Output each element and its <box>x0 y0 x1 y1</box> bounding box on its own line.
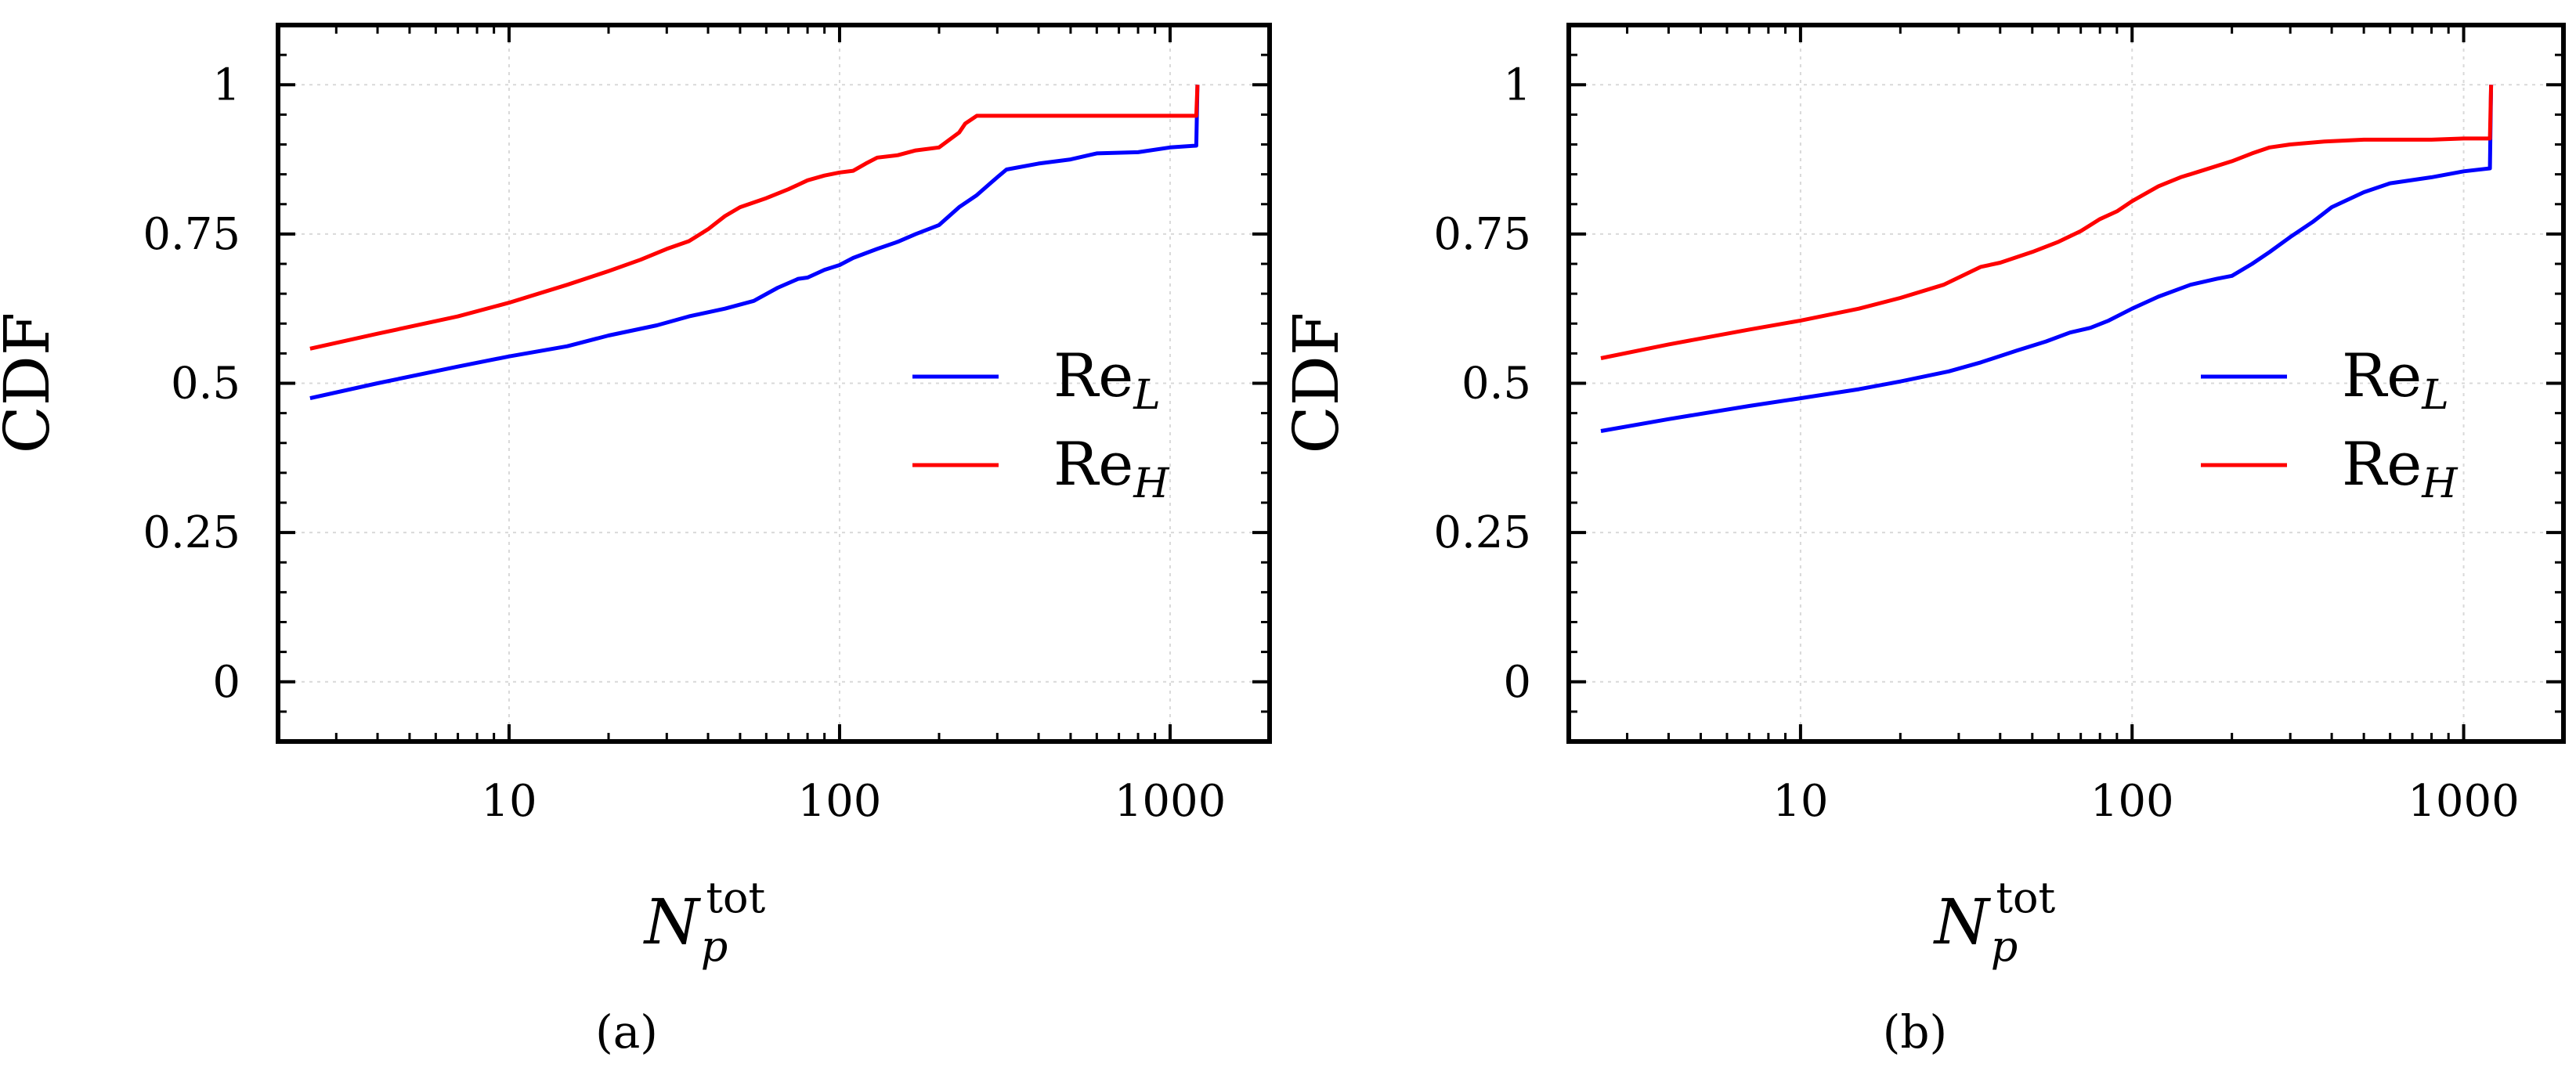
series-line-re-h <box>1600 85 2494 360</box>
x-tick-label: 100 <box>2090 776 2174 827</box>
y-tick-label: 0.75 <box>143 209 240 260</box>
x-axis-title-b-sub: p <box>1991 922 2018 971</box>
legend-b-re-h-sub: H <box>2421 460 2459 507</box>
y-axis-title-b: CDF <box>1280 312 1353 454</box>
grid-b <box>1569 25 2563 741</box>
legend-b: ReL ReH <box>2201 341 2459 507</box>
legend-a-re-h-base: Re <box>1053 429 1133 499</box>
ticks-a: 0 0.25 0.5 0.75 1 10 100 1000 <box>143 25 1271 827</box>
x-axis-title-a-sub: p <box>701 922 728 971</box>
x-axis-title-a-sup: tot <box>706 873 765 922</box>
y-axis-title-a: CDF <box>0 312 63 454</box>
series-line-re-h <box>309 85 1200 351</box>
legend-b-re-h-label: ReH <box>2342 429 2459 507</box>
legend-a-re-h-sub: H <box>1133 460 1170 507</box>
y-tick-label: 0.25 <box>143 507 240 558</box>
x-axis-title-a-base: N <box>643 886 702 958</box>
legend-a-re-l-base: Re <box>1053 341 1133 410</box>
legend-a-re-l-sub: L <box>1133 372 1161 419</box>
x-axis-title-b-base: N <box>1933 886 1992 958</box>
y-tick-label: 0.25 <box>1433 507 1531 558</box>
legend-a-re-l-label: ReL <box>1053 341 1161 419</box>
legend-b-re-l-base: Re <box>2342 341 2422 410</box>
series-line-re-l <box>309 85 1200 401</box>
series-b <box>1600 85 2494 433</box>
series-a <box>309 85 1200 401</box>
x-tick-label: 10 <box>481 776 537 827</box>
y-tick-label: 0.5 <box>171 359 240 410</box>
panel-label-a: (a) <box>595 1005 658 1059</box>
y-tick-label: 0.5 <box>1461 359 1531 410</box>
grid-a <box>278 25 1270 741</box>
legend-b-re-h-base: Re <box>2342 429 2422 499</box>
y-tick-label: 0 <box>212 657 240 708</box>
x-tick-label: 1000 <box>2408 776 2520 827</box>
legend-b-re-l-sub: L <box>2421 372 2449 419</box>
x-axis-title-b-sup: tot <box>1996 873 2055 922</box>
legend-b-re-l-label: ReL <box>2342 341 2449 419</box>
legend-a: ReL ReH <box>912 341 1170 507</box>
x-axis-title-b: Nptot <box>1933 873 2056 971</box>
x-tick-label: 10 <box>1772 776 1828 827</box>
legend-a-re-h-label: ReH <box>1053 429 1170 507</box>
y-tick-label: 0 <box>1503 657 1531 708</box>
panel-label-b: (b) <box>1883 1005 1947 1059</box>
series-line-re-l <box>1600 85 2494 433</box>
x-tick-label: 100 <box>798 776 882 827</box>
x-axis-title-a: Nptot <box>643 873 766 971</box>
y-tick-label: 0.75 <box>1433 209 1531 260</box>
y-tick-label: 1 <box>212 60 240 110</box>
y-tick-label: 1 <box>1503 60 1531 110</box>
ticks-b: 0 0.25 0.5 0.75 1 10 100 1000 <box>1433 25 2565 827</box>
x-tick-label: 1000 <box>1115 776 1227 827</box>
